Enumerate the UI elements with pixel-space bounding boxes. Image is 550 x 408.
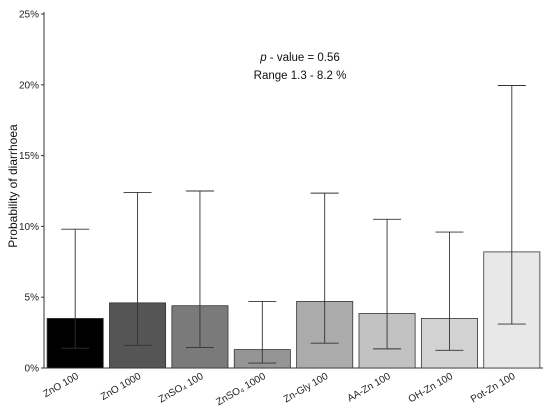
category-label: ZnSO₄ 100 xyxy=(157,371,206,406)
p-value-annotation: p - value = 0.56 xyxy=(259,52,340,64)
category-label: ZnO 100 xyxy=(41,371,81,400)
y-tick-label: 5% xyxy=(25,293,40,304)
category-label: Pot-Zn 100 xyxy=(469,371,518,405)
y-tick-label: 15% xyxy=(19,151,39,162)
category-label: OH-Zn 100 xyxy=(407,371,456,405)
category-label: ZnSO₄ 1000 xyxy=(214,371,268,408)
p-value-symbol: p xyxy=(259,52,267,64)
category-labels: ZnO 100 ZnO 1000 ZnSO₄ 100 ZnSO₄ 1000 Zn-Gly… xyxy=(41,371,517,408)
error-bars xyxy=(61,85,526,364)
category-label: ZnO 1000 xyxy=(99,371,143,403)
y-ticks: 0% 5% 10% 15% 20% 25% xyxy=(19,10,44,375)
y-axis-title: Probability of diarrhoea xyxy=(6,124,20,248)
y-tick-label: 10% xyxy=(19,222,39,233)
y-tick-label: 20% xyxy=(19,80,39,91)
range-annotation: Range 1.3 - 8.2 % xyxy=(254,70,347,82)
category-label: AA-Zn 100 xyxy=(346,371,393,405)
bars xyxy=(46,251,541,369)
p-value-text: - value = 0.56 xyxy=(267,52,340,64)
category-label: Zn-Gly 100 xyxy=(282,371,331,405)
y-tick-label: 0% xyxy=(25,364,40,375)
y-tick-label: 25% xyxy=(19,10,39,21)
